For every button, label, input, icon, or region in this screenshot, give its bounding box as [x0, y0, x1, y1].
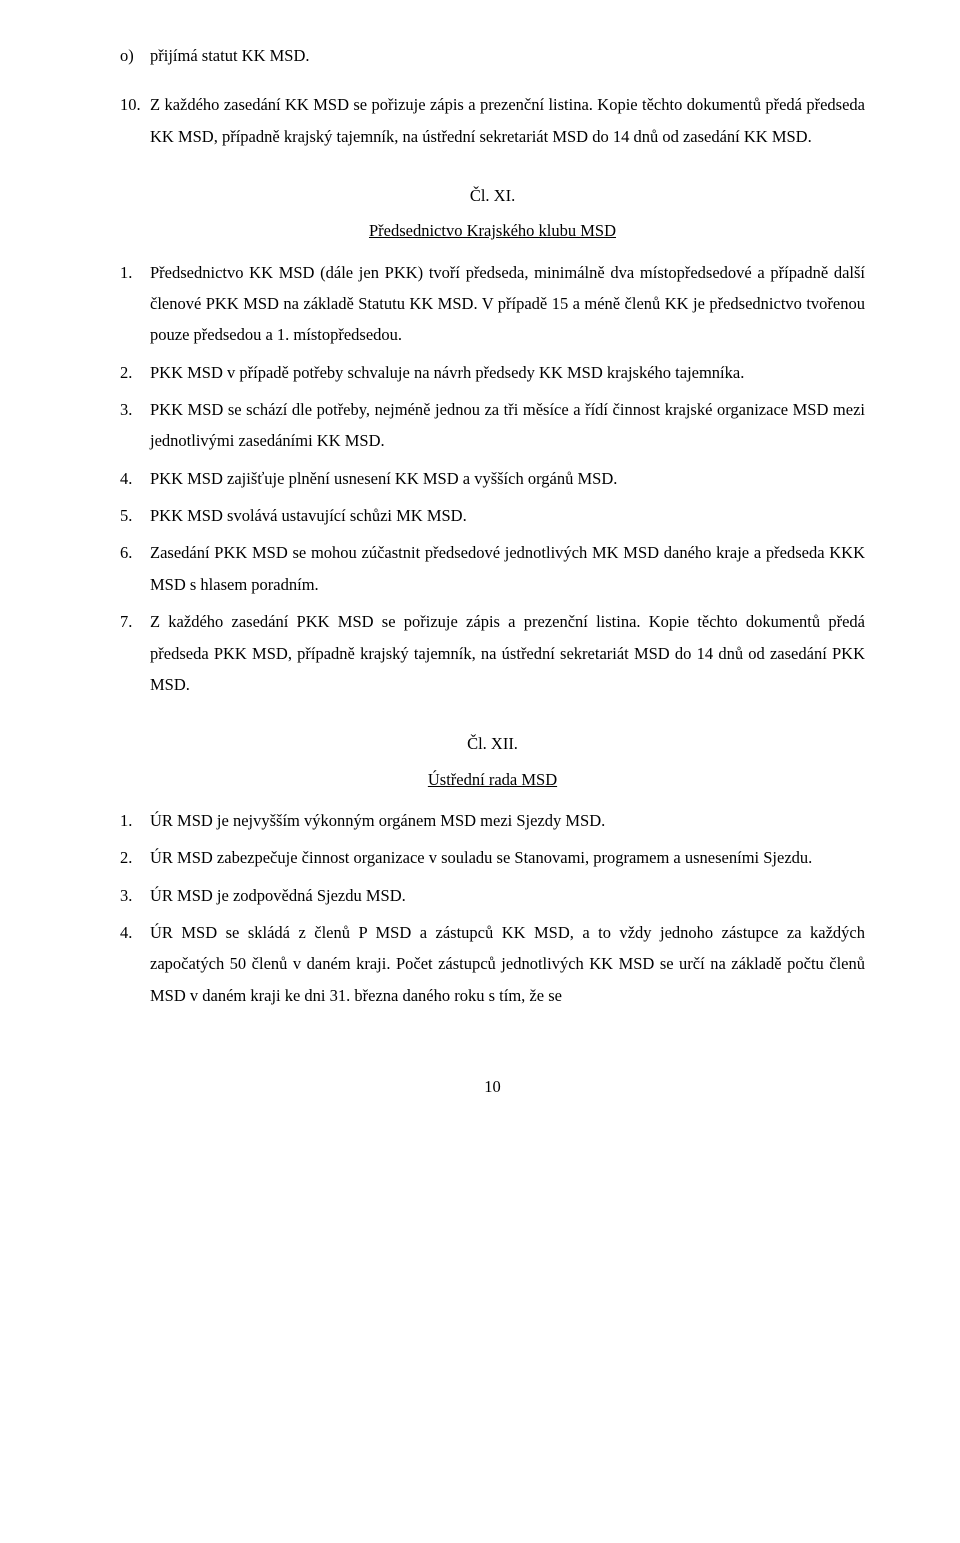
xii-item-1: 1. ÚR MSD je nejvyšším výkonným orgánem …	[120, 805, 865, 836]
list-marker: 3.	[120, 394, 150, 457]
list-content: Z každého zasedání KK MSD se pořizuje zá…	[150, 89, 865, 152]
list-content: ÚR MSD zabezpečuje činnost organizace v …	[150, 842, 865, 873]
xi-item-1: 1. Předsednictvo KK MSD (dále jen PKK) t…	[120, 257, 865, 351]
list-content: ÚR MSD je nejvyšším výkonným orgánem MSD…	[150, 805, 865, 836]
xi-item-3: 3. PKK MSD se schází dle potřeby, nejmén…	[120, 394, 865, 457]
xi-item-6: 6. Zasedání PKK MSD se mohou zúčastnit p…	[120, 537, 865, 600]
list-content: PKK MSD zajišťuje plnění usnesení KK MSD…	[150, 463, 865, 494]
list-marker: 7.	[120, 606, 150, 700]
list-content: PKK MSD se schází dle potřeby, nejméně j…	[150, 394, 865, 457]
xi-item-5: 5. PKK MSD svolává ustavující schůzi MK …	[120, 500, 865, 531]
list-marker: 1.	[120, 257, 150, 351]
list-item-o: o) přijímá statut KK MSD.	[120, 40, 865, 71]
list-marker: 5.	[120, 500, 150, 531]
xi-item-2: 2. PKK MSD v případě potřeby schvaluje n…	[120, 357, 865, 388]
list-marker: o)	[120, 40, 150, 71]
xi-item-4: 4. PKK MSD zajišťuje plnění usnesení KK …	[120, 463, 865, 494]
article-title: Předsednictvo Krajského klubu MSD	[369, 221, 616, 240]
list-marker: 1.	[120, 805, 150, 836]
list-content: Z každého zasedání PKK MSD se pořizuje z…	[150, 606, 865, 700]
list-marker: 2.	[120, 842, 150, 873]
list-marker: 4.	[120, 463, 150, 494]
list-content: ÚR MSD je zodpovědná Sjezdu MSD.	[150, 880, 865, 911]
xii-item-4: 4. ÚR MSD se skládá z členů P MSD a zást…	[120, 917, 865, 1011]
list-marker: 3.	[120, 880, 150, 911]
list-marker: 6.	[120, 537, 150, 600]
list-marker: 10.	[120, 89, 150, 152]
list-marker: 2.	[120, 357, 150, 388]
list-marker: 4.	[120, 917, 150, 1011]
list-content: přijímá statut KK MSD.	[150, 40, 865, 71]
list-content: Předsednictvo KK MSD (dále jen PKK) tvoř…	[150, 257, 865, 351]
list-content: Zasedání PKK MSD se mohou zúčastnit před…	[150, 537, 865, 600]
list-content: PKK MSD svolává ustavující schůzi MK MSD…	[150, 500, 865, 531]
list-content: PKK MSD v případě potřeby schvaluje na n…	[150, 357, 865, 388]
page-number: 10	[120, 1071, 865, 1102]
list-item-10: 10. Z každého zasedání KK MSD se pořizuj…	[120, 89, 865, 152]
article-xii-heading: Čl. XII. Ústřední rada MSD	[120, 728, 865, 795]
article-label: Čl. XI.	[120, 180, 865, 211]
xii-item-3: 3. ÚR MSD je zodpovědná Sjezdu MSD.	[120, 880, 865, 911]
article-label: Čl. XII.	[120, 728, 865, 759]
list-content: ÚR MSD se skládá z členů P MSD a zástupc…	[150, 917, 865, 1011]
article-title: Ústřední rada MSD	[428, 770, 557, 789]
xi-item-7: 7. Z každého zasedání PKK MSD se pořizuj…	[120, 606, 865, 700]
xii-item-2: 2. ÚR MSD zabezpečuje činnost organizace…	[120, 842, 865, 873]
article-xi-heading: Čl. XI. Předsednictvo Krajského klubu MS…	[120, 180, 865, 247]
